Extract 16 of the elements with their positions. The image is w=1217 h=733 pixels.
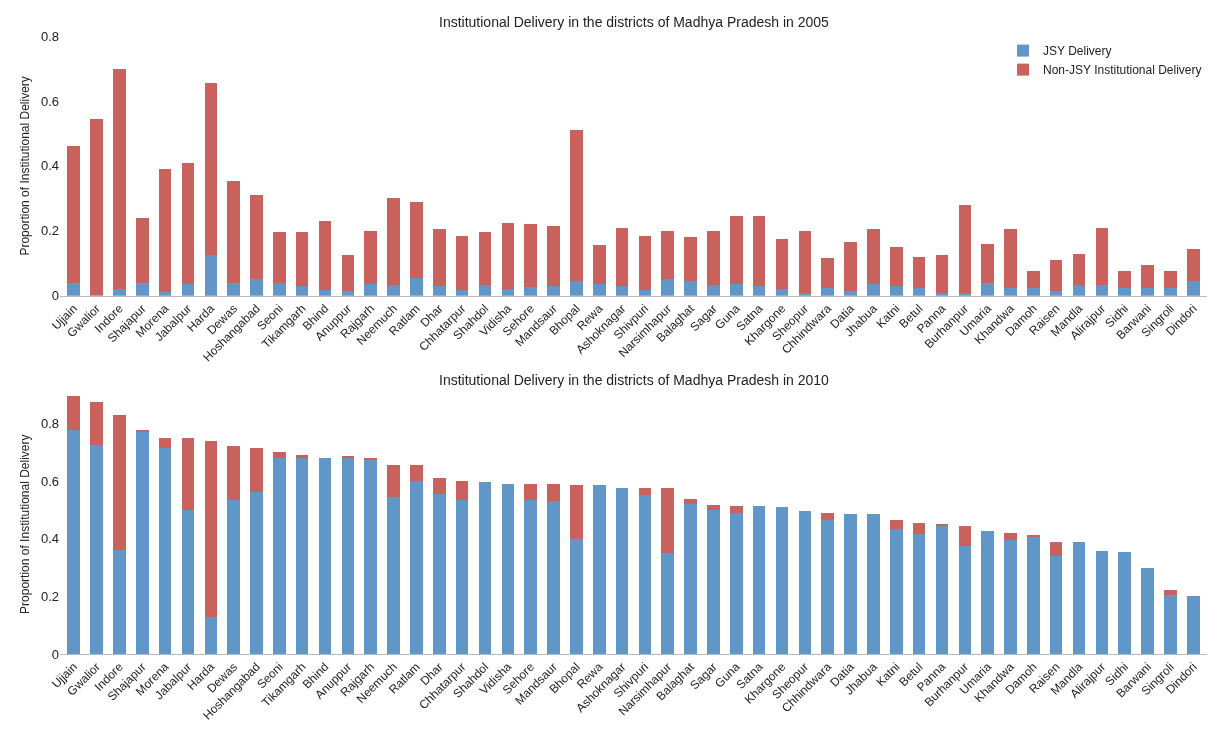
y-tick-label: 0.8 [40,415,59,431]
legend-label: Non-JSY Institutional Delivery [1043,63,1202,78]
y-tick-label: 0.6 [40,93,59,109]
y-tick-label: 0 [51,288,59,304]
legend-label: JSY Delivery [1043,44,1112,59]
chart-title: Institutional Delivery in the districts of Madhya Pradesh in 2005 [439,14,830,30]
y-tick-label: 0.2 [40,588,59,604]
y-tick-label: 0.8 [40,28,59,44]
chart-title: Institutional Delivery in the districts of Madhya Pradesh in 2010 [439,372,830,388]
y-tick-label: 0 [51,646,59,662]
y-axis-title: Proportion of Institutional Delivery [18,434,33,614]
y-axis-title: Proportion of Institutional Delivery [18,76,33,256]
y-tick-label: 0.6 [40,473,59,489]
y-tick-label: 0.2 [40,223,59,239]
y-tick-label: 0.4 [40,158,59,174]
y-tick-label: 0.4 [40,531,59,547]
